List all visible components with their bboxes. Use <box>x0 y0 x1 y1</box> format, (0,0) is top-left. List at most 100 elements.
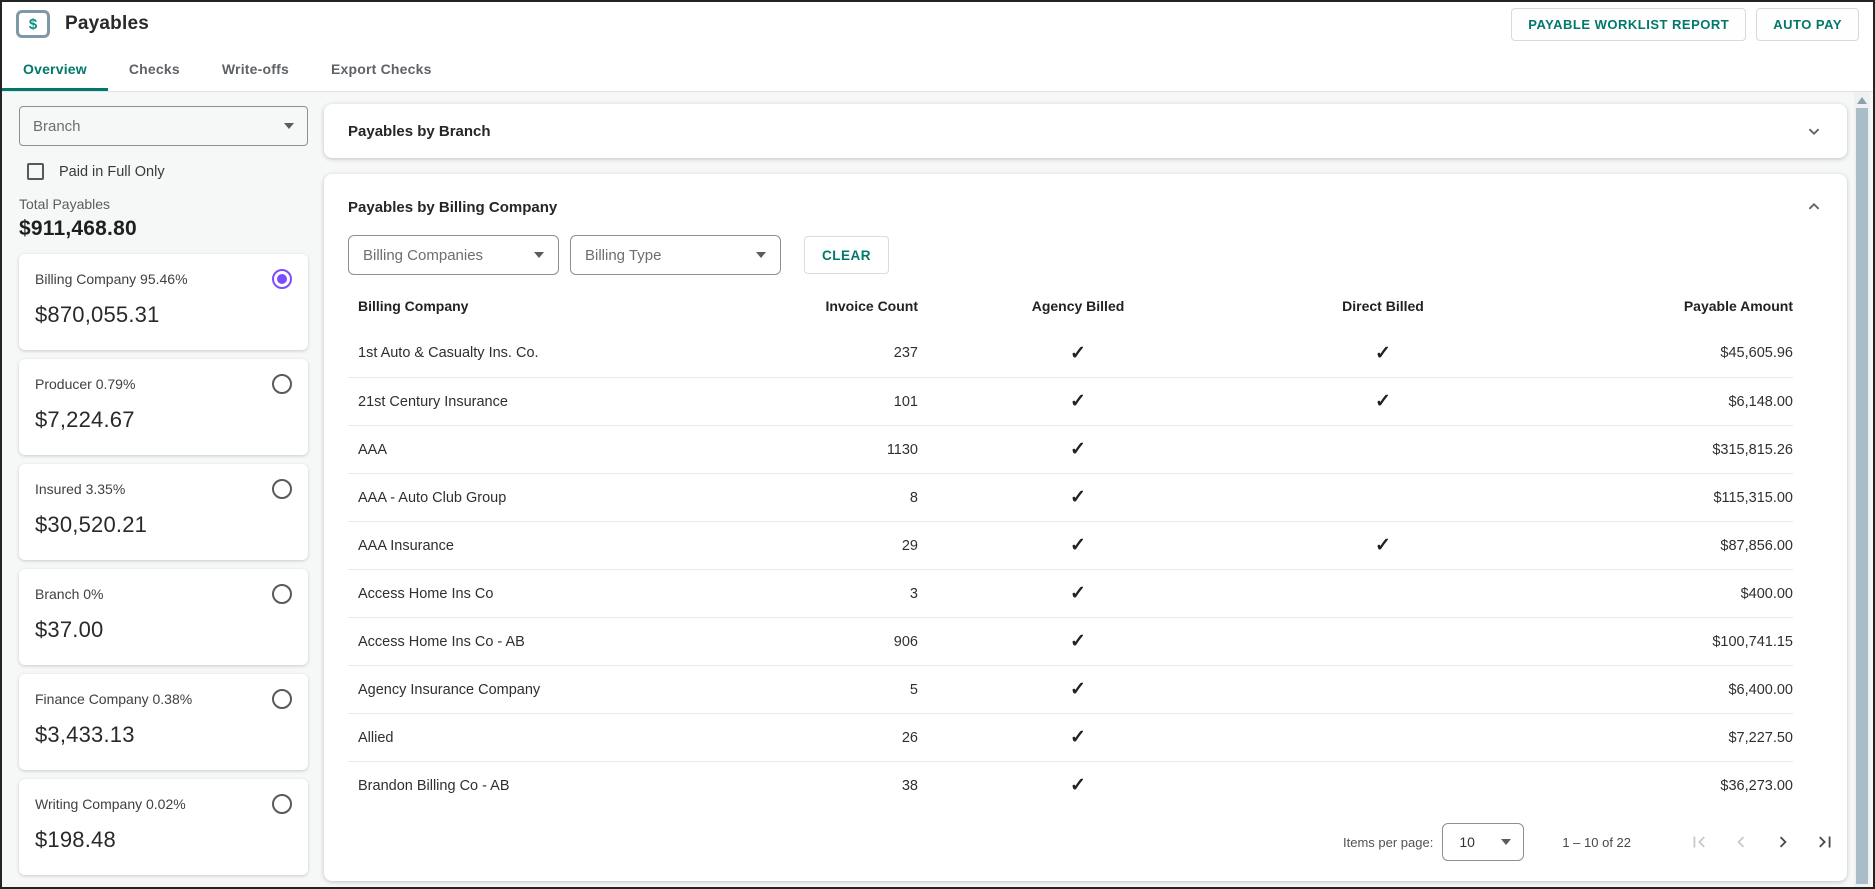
category-label: Branch 0% <box>35 586 104 602</box>
invoice-count-cell: 29 <box>901 537 918 554</box>
category-amount: $37.00 <box>35 617 104 642</box>
category-amount: $3,433.13 <box>35 722 135 747</box>
paid-in-full-label: Paid in Full Only <box>59 163 165 180</box>
category-card-finance-company[interactable]: Finance Company 0.38% $3,433.13 <box>19 674 308 770</box>
arrow-drop-down-icon <box>1501 839 1512 845</box>
tab-export-checks[interactable]: Export Checks <box>330 60 432 77</box>
arrow-drop-down-icon <box>534 252 544 258</box>
table-row: Brandon Billing Co - AB 38 ✓ $36,273.00 <box>348 761 1793 809</box>
payables-by-billing-company-header[interactable]: Payables by Billing Company <box>324 174 1847 218</box>
checkmark-icon: ✓ <box>1070 631 1086 652</box>
chevron-right-icon[interactable] <box>1771 830 1795 854</box>
invoice-count-cell: 5 <box>909 681 918 698</box>
clear-filters-button[interactable]: CLEAR <box>804 236 889 274</box>
invoice-count-cell: 38 <box>901 777 918 794</box>
company-cell: AAA <box>358 441 388 458</box>
payable-worklist-report-button[interactable]: PAYABLE WORKLIST REPORT <box>1511 7 1747 41</box>
payables-by-branch-header[interactable]: Payables by Branch <box>324 104 1847 158</box>
paid-in-full-checkbox[interactable] <box>27 163 44 180</box>
first-page-icon[interactable] <box>1687 830 1711 854</box>
table-row: Allied 26 ✓ $7,227.50 <box>348 713 1793 761</box>
column-header-direct-billed: Direct Billed <box>1342 298 1424 314</box>
panel-title: Payables by Billing Company <box>348 198 558 216</box>
category-radio[interactable] <box>272 584 292 604</box>
checkmark-icon: ✓ <box>1070 583 1086 604</box>
category-radio[interactable] <box>272 689 292 709</box>
category-card-branch[interactable]: Branch 0% $37.00 <box>19 569 308 665</box>
payable-amount-cell: $6,148.00 <box>1728 393 1793 410</box>
company-cell: Access Home Ins Co <box>358 585 494 602</box>
category-card-billing-company[interactable]: Billing Company 95.46% $870,055.31 <box>19 254 308 350</box>
category-card-producer[interactable]: Producer 0.79% $7,224.67 <box>19 359 308 455</box>
company-cell: 1st Auto & Casualty Ins. Co. <box>358 345 539 361</box>
payables-by-branch-panel: Payables by Branch <box>324 104 1847 158</box>
company-cell: AAA Insurance <box>358 537 454 554</box>
category-radio[interactable] <box>272 269 292 289</box>
header-actions: PAYABLE WORKLIST REPORT AUTO PAY <box>1511 7 1859 41</box>
category-radio[interactable] <box>272 374 292 394</box>
billing-type-select[interactable]: Billing Type <box>570 235 781 275</box>
branch-select[interactable]: Branch <box>19 106 308 146</box>
billing-company-table: Billing Company Invoice Count Agency Bille… <box>348 283 1793 809</box>
main-panels: Payables by Branch Payables by Billing C… <box>308 92 1847 887</box>
payable-amount-cell: $400.00 <box>1740 585 1793 602</box>
checkmark-icon: ✓ <box>1070 391 1086 412</box>
payable-amount-cell: $45,605.96 <box>1720 345 1793 361</box>
items-per-page-label: Items per page: <box>1343 834 1434 850</box>
chevron-down-icon <box>1808 128 1820 136</box>
category-amount: $7,224.67 <box>35 407 135 432</box>
scroll-up-arrow-icon[interactable] <box>1857 97 1867 104</box>
category-card-writing-company[interactable]: Writing Company 0.02% $198.48 <box>19 779 308 875</box>
category-radio[interactable] <box>272 479 292 499</box>
table-row: AAA - Auto Club Group 8 ✓ $115,315.00 <box>348 473 1793 521</box>
page-title: Payables <box>65 13 149 34</box>
category-radio[interactable] <box>272 794 292 814</box>
table-row: AAA 1130 ✓ $315,815.26 <box>348 425 1793 473</box>
items-per-page-select[interactable]: 10 <box>1442 823 1525 861</box>
tab-bar: Overview Checks Write-offs Export Checks <box>2 46 1873 92</box>
checkmark-icon: ✓ <box>1070 487 1086 508</box>
checkmark-icon: ✓ <box>1070 535 1086 556</box>
payable-amount-cell: $6,400.00 <box>1728 681 1793 698</box>
last-page-icon[interactable] <box>1813 830 1837 854</box>
auto-pay-button[interactable]: AUTO PAY <box>1756 7 1859 41</box>
dollar-logo-icon: $ <box>16 10 50 38</box>
tab-write-offs[interactable]: Write-offs <box>221 60 289 77</box>
tab-checks[interactable]: Checks <box>128 60 180 77</box>
invoice-count-cell: 101 <box>893 393 918 410</box>
table-header-row: Billing Company Invoice Count Agency Bille… <box>348 283 1793 329</box>
table-body: 1st Auto & Casualty Ins. Co. 237 ✓ ✓ $45,605… <box>348 329 1793 809</box>
pagination-controls <box>1687 830 1837 854</box>
items-per-page-value: 10 <box>1459 834 1475 850</box>
checkmark-icon: ✓ <box>1375 391 1391 412</box>
chevron-left-icon[interactable] <box>1729 830 1753 854</box>
category-label: Writing Company 0.02% <box>35 796 186 812</box>
payable-amount-cell: $100,741.15 <box>1712 633 1793 650</box>
checkmark-icon: ✓ <box>1070 727 1086 748</box>
category-label: Insured 3.35% <box>35 481 126 497</box>
invoice-count-cell: 8 <box>909 489 918 506</box>
category-amount: $198.48 <box>35 827 116 852</box>
billing-companies-placeholder: Billing Companies <box>363 246 484 264</box>
total-payables-amount: $911,468.80 <box>19 217 137 240</box>
pagination-bar: Items per page: 10 1 – 10 of 22 <box>324 809 1847 881</box>
company-cell: Brandon Billing Co - AB <box>358 777 510 794</box>
invoice-count-cell: 1130 <box>886 441 918 458</box>
billing-companies-select[interactable]: Billing Companies <box>348 235 559 275</box>
billing-type-placeholder: Billing Type <box>585 246 662 264</box>
invoice-count-cell: 26 <box>901 729 918 746</box>
app-header: $ Payables PAYABLE WORKLIST REPORT AUTO … <box>2 2 1873 46</box>
tab-overview[interactable]: Overview <box>2 46 108 91</box>
arrow-drop-down-icon <box>284 123 294 129</box>
category-card-insured[interactable]: Insured 3.35% $30,520.21 <box>19 464 308 560</box>
arrow-drop-down-icon <box>756 252 766 258</box>
vertical-scrollbar[interactable] <box>1854 92 1870 887</box>
company-cell: Agency Insurance Company <box>358 681 541 698</box>
scrollbar-thumb[interactable] <box>1856 108 1868 884</box>
branch-select-placeholder: Branch <box>33 117 81 135</box>
table-row: Access Home Ins Co - AB 906 ✓ $100,741.15 <box>348 617 1793 665</box>
payable-amount-cell: $115,315.00 <box>1713 489 1793 506</box>
table-row: Access Home Ins Co 3 ✓ $400.00 <box>348 569 1793 617</box>
paid-in-full-row: Paid in Full Only <box>27 163 308 180</box>
